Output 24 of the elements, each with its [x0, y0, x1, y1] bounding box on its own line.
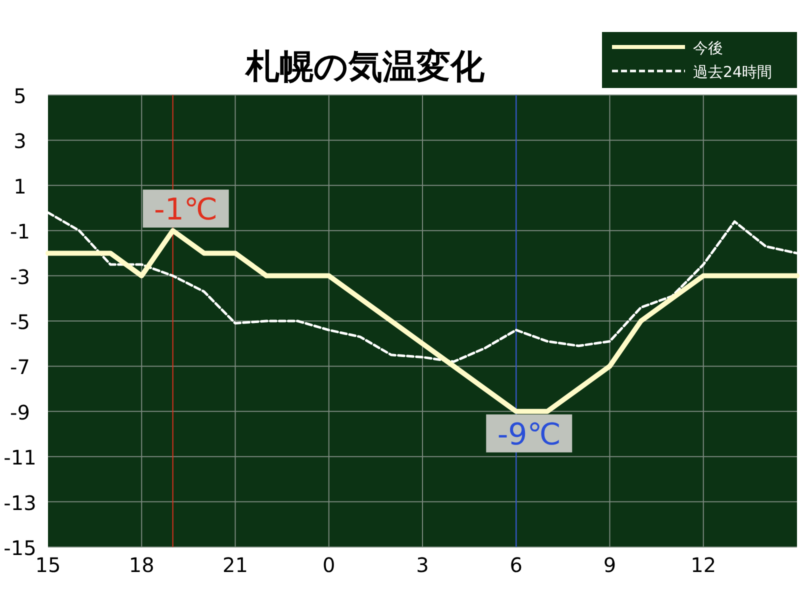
chart-title: 札幌の気温変化 — [244, 47, 486, 87]
y-tick-label: -9 — [10, 400, 30, 424]
x-tick-label: 3 — [416, 553, 429, 577]
x-tick-label: 12 — [690, 553, 716, 577]
y-tick-label: 1 — [14, 174, 26, 198]
y-tick-label: -15 — [4, 536, 36, 560]
y-tick-label: -13 — [4, 490, 36, 515]
y-tick-label: -3 — [10, 264, 30, 289]
x-tick-label: 6 — [510, 553, 522, 577]
y-tick-label: 3 — [14, 129, 26, 154]
annotation: -1℃ — [154, 192, 218, 228]
y-tick-label: -7 — [10, 355, 30, 380]
x-tick-label: 9 — [603, 553, 616, 577]
x-tick-label: 18 — [128, 553, 154, 577]
x-tick-label: 0 — [322, 553, 336, 577]
y-tick-label: 5 — [14, 84, 26, 108]
x-tick-label: 15 — [35, 553, 61, 577]
y-tick-label: -1 — [10, 220, 30, 244]
y-tick-label: -5 — [10, 310, 30, 334]
legend-label: 今後 — [693, 39, 723, 57]
x-tick-label: 21 — [222, 553, 248, 577]
annotation: -9℃ — [497, 417, 561, 452]
y-tick-label: -11 — [4, 446, 36, 470]
legend-label: 過去24時間 — [693, 63, 772, 81]
